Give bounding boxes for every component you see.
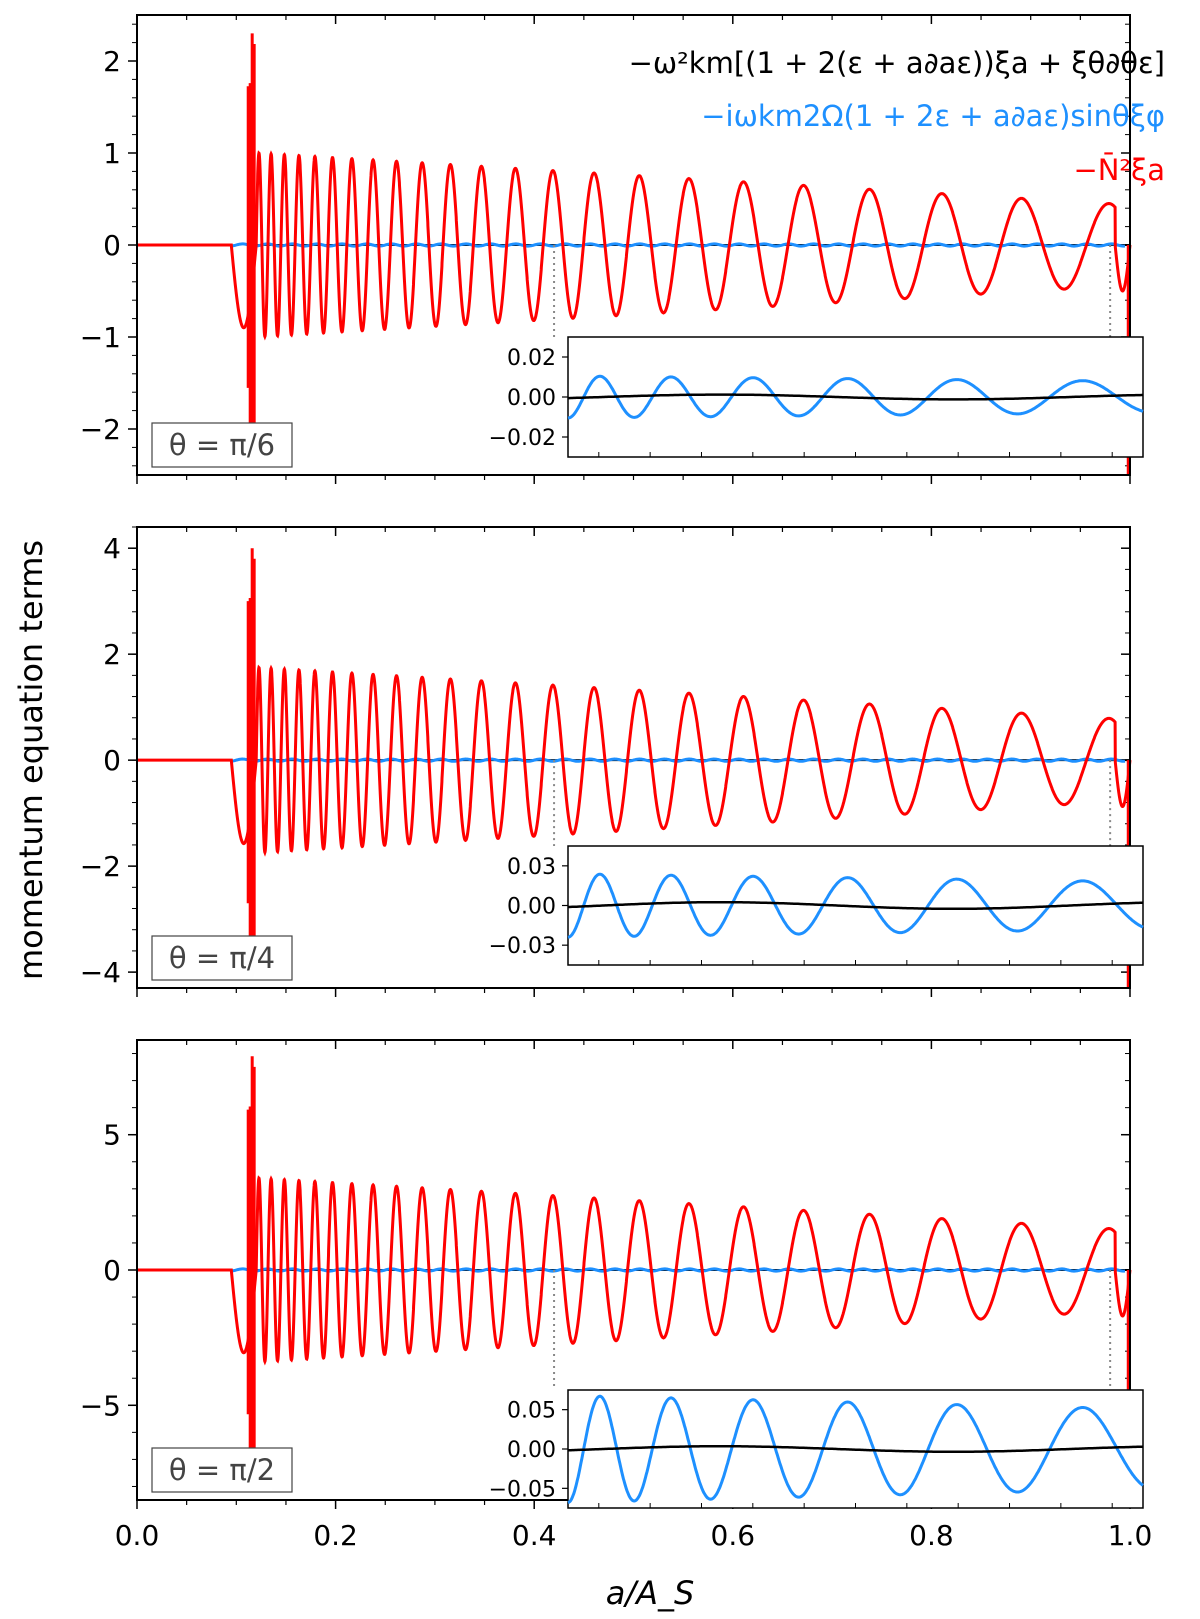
panel-2: −4 −2 0 2 4 θ = π/4 −0.03 0.00 0.03 (80, 526, 1144, 997)
inset-y-tick-label: −0.05 (489, 1477, 556, 1502)
panel-frame (136, 526, 1131, 989)
red-series-line (137, 664, 1132, 857)
theta-label-box (151, 935, 293, 981)
inset-y-tick-label: −0.03 (489, 934, 556, 959)
theta-label: θ = π/4 (151, 935, 293, 981)
y-tick-label: 4 (103, 532, 121, 565)
y-tick-label: −2 (80, 413, 121, 446)
inset-2: −0.03 0.00 0.03 (489, 845, 1144, 966)
theta-label-text: θ = π/2 (169, 1453, 275, 1487)
x-tick-label: 1.0 (1108, 1519, 1153, 1552)
y-tick-label: −1 (80, 321, 121, 354)
inset-y-tick-label: 0.02 (507, 346, 556, 371)
inset-y-tick-label: 0.05 (507, 1399, 556, 1424)
inset-y-tick-label: −0.02 (489, 426, 556, 451)
inset-black-series (567, 1444, 1143, 1454)
y-tick-label: −2 (80, 850, 121, 883)
inset-black-series (568, 393, 1143, 401)
y-tick-label: 2 (103, 45, 121, 78)
red-series-line (137, 150, 1132, 341)
inset-blue-series (567, 872, 1144, 939)
y-tick-label: 0 (103, 1254, 121, 1287)
theta-label-box (151, 1447, 293, 1493)
y-tick-label: 5 (103, 1119, 121, 1152)
theta-label-text: θ = π/4 (169, 941, 275, 975)
y-tick-label: −5 (80, 1389, 121, 1422)
x-tick-label: 0.6 (711, 1519, 756, 1552)
x-tick-label: 0.4 (512, 1519, 557, 1552)
x-axis-label: a/A_S (606, 1574, 695, 1612)
y-tick-label: 0 (103, 744, 121, 777)
legend-entry-red: −N̄²ξa (1073, 153, 1165, 187)
inset-blue-series (567, 1394, 1144, 1504)
y-tick-label: 0 (103, 229, 121, 262)
inset-1: −0.02 0.00 0.02 (489, 336, 1144, 458)
y-axis-label: momentum equation terms (12, 540, 50, 980)
x-tick-label: 0.2 (313, 1519, 358, 1552)
y-tick-label: 1 (103, 137, 121, 170)
legend-entry-black: −ω²km[(1 + 2(ε + a∂aε))ξa + ξθ∂θε] (629, 46, 1165, 80)
panel-frame (136, 14, 1131, 476)
x-tick-label: 0.0 (115, 1519, 160, 1552)
theta-label-box (151, 422, 293, 468)
inset-black-series (568, 900, 1143, 911)
x-tick-label: 0.8 (909, 1519, 954, 1552)
inset-y-tick-label: 0.03 (507, 855, 556, 880)
y-tick-label: −4 (80, 956, 121, 989)
red-series-line (137, 1175, 1132, 1366)
panel-3: 0.0 0.2 0.4 0.6 0.8 1.0 −5 0 5 θ = π/2 −0.05 0.00 0.… (80, 1039, 1153, 1552)
theta-label: θ = π/2 (151, 1447, 293, 1493)
inset-y-tick-label: 0.00 (507, 1438, 556, 1463)
y-tick-label: 2 (103, 638, 121, 671)
inset-y-tick-label: 0.00 (507, 895, 556, 920)
theta-label: θ = π/6 (151, 422, 293, 468)
legend-entry-blue: −iωkm2Ω(1 + 2ε + a∂aε)sinθξφ (701, 99, 1165, 133)
inset-blue-series (567, 374, 1144, 420)
inset-y-tick-label: 0.00 (507, 386, 556, 411)
inset-3: −0.05 0.00 0.05 (489, 1389, 1144, 1509)
theta-label-text: θ = π/6 (169, 428, 275, 462)
panel-1: −2 −1 0 1 2 θ = π/6 −0.02 0.00 0.02 (80, 14, 1144, 484)
legend: −ω²km[(1 + 2(ε + a∂aε))ξa + ξθ∂θε] −iωkm… (629, 46, 1165, 187)
